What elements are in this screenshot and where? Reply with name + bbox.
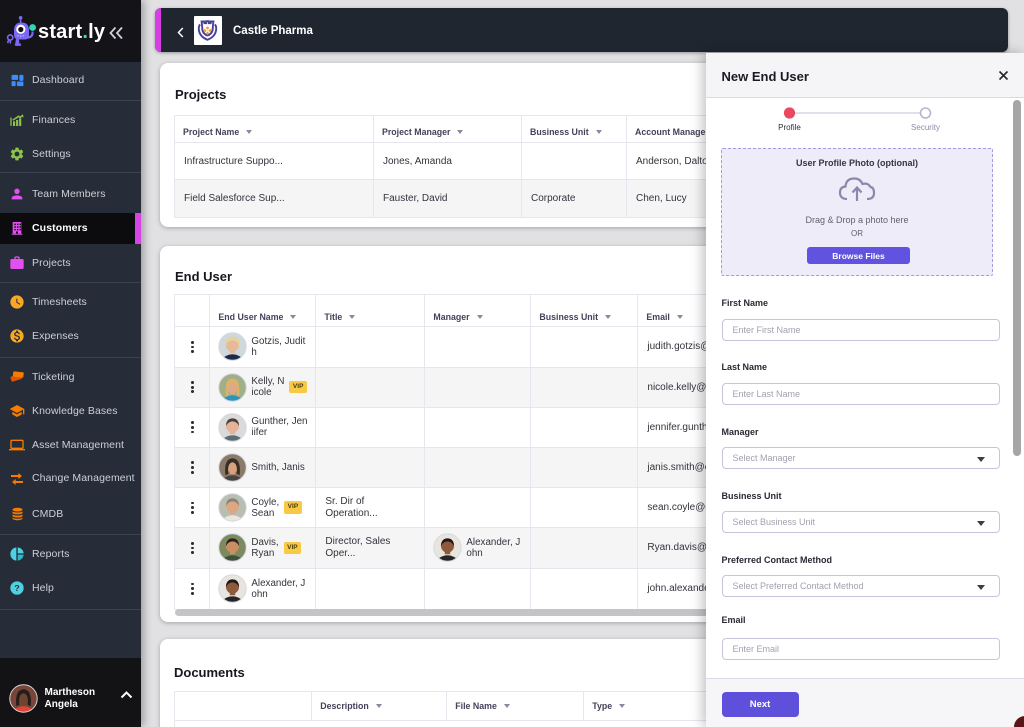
svg-text:?: ?: [14, 583, 19, 593]
svg-text:Profile: Profile: [778, 123, 801, 132]
svg-text:Security: Security: [911, 123, 940, 132]
